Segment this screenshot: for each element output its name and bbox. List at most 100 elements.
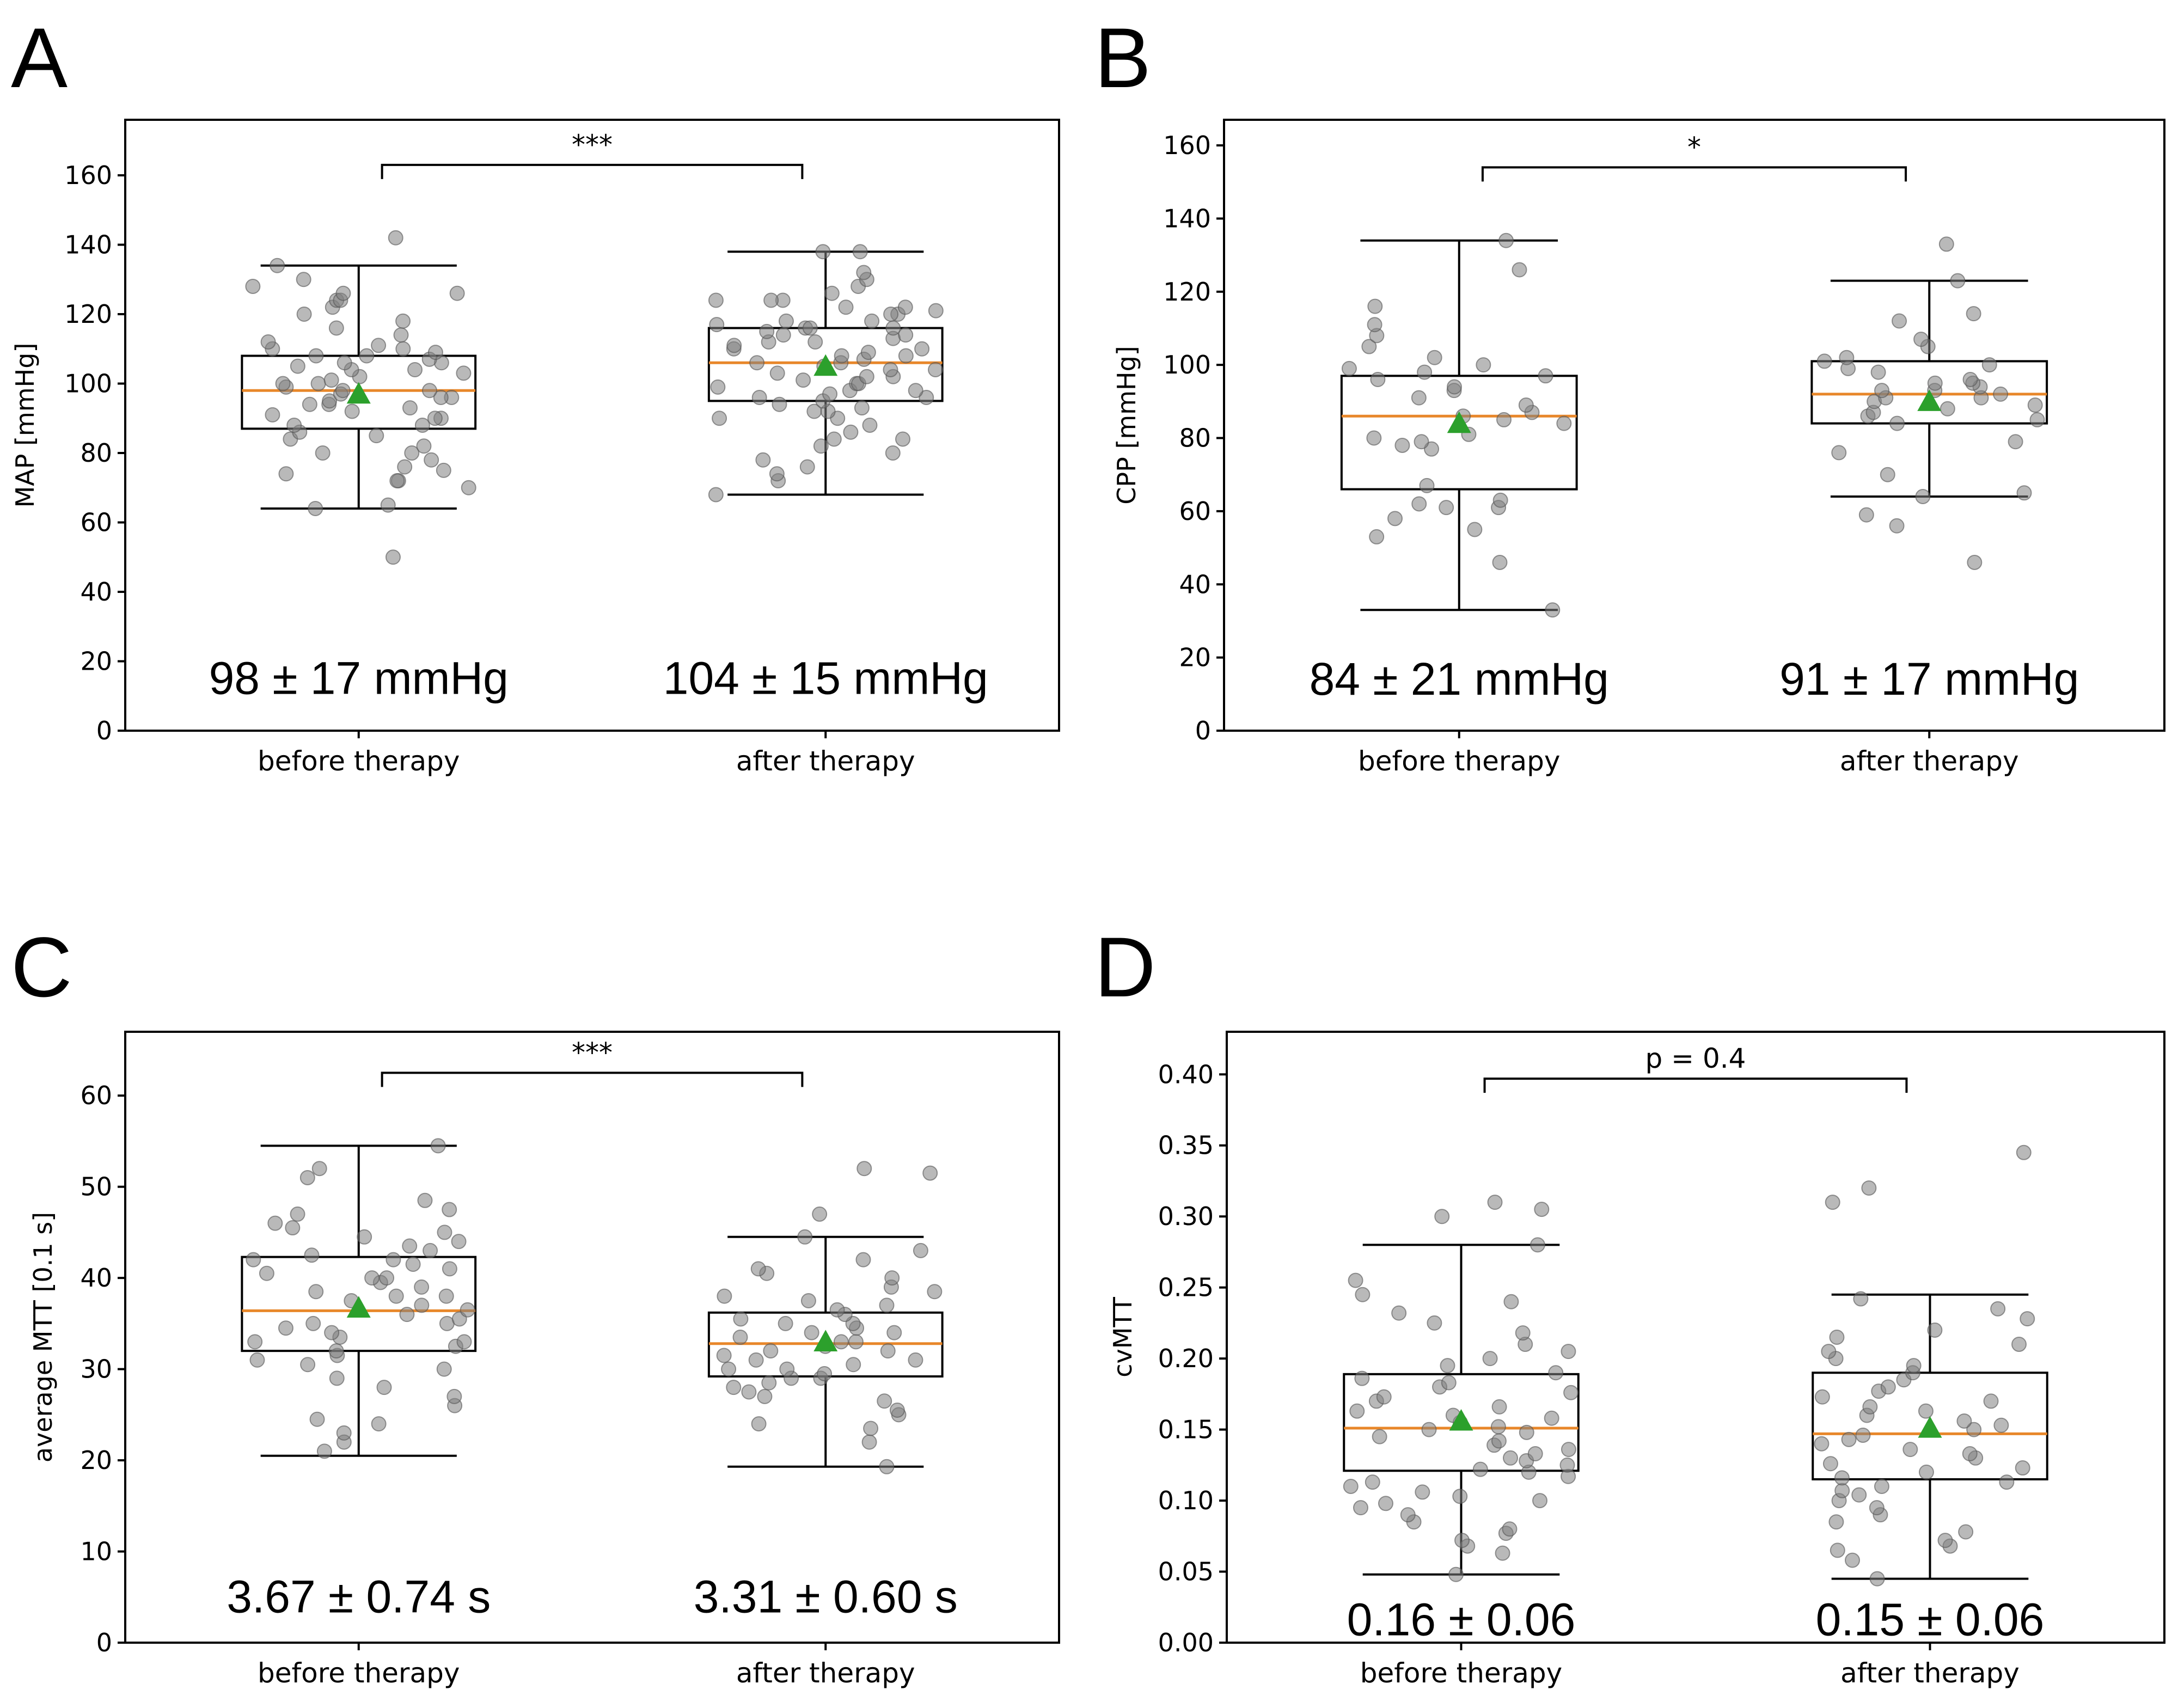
mean-marker [346,1296,371,1318]
data-point [898,348,914,364]
data-point [421,383,437,399]
y-tick-label: 0.40 [1158,1060,1214,1089]
y-tick-label: 0 [96,716,112,745]
y-tick-label: 140 [1163,204,1211,233]
data-point [908,1352,923,1368]
data-point [278,466,294,482]
data-point [1372,1429,1387,1444]
data-point [315,445,331,461]
data-point [379,1270,395,1286]
panel-letter: C [11,920,72,1015]
y-tick-label: 100 [1163,350,1211,379]
data-point [247,1334,263,1350]
data-point [863,1421,879,1436]
mean-marker [1917,389,1942,411]
summary-label: 98 ± 17 mmHg [209,652,509,703]
data-point [328,1343,344,1359]
data-point [1482,1351,1498,1367]
data-point [1419,477,1435,493]
data-point [1870,364,1886,380]
data-point [883,362,898,377]
data-point [309,1411,325,1427]
data-point [335,383,351,399]
data-point [1821,1344,1837,1360]
data-point [402,1238,418,1254]
y-tick-label: 80 [80,438,112,468]
data-point [885,320,901,336]
data-point [721,1361,737,1377]
data-point [1492,492,1508,508]
data-point [249,1352,265,1368]
data-point [2011,1337,2027,1352]
data-point [1411,390,1427,406]
panel-letter: B [1094,11,1151,106]
data-point [799,459,815,475]
data-point [1349,1403,1365,1419]
x-tick-label: before therapy [258,745,460,777]
summary-label: 3.67 ± 0.74 s [227,1571,491,1622]
data-point [800,1293,816,1309]
data-point [324,1325,340,1340]
data-point [815,244,831,260]
data-point [407,362,423,377]
data-point [308,501,323,516]
data-point [1378,1496,1393,1511]
data-point [852,244,868,260]
data-point [1950,273,1966,289]
data-point [1829,1330,1845,1345]
data-point [290,1206,305,1222]
x-tick-label: after therapy [1840,1657,2020,1689]
data-point [1376,1389,1392,1405]
data-point [1830,1542,1845,1558]
data-point [300,1357,316,1373]
axes-frame [124,119,1060,732]
data-point [337,355,352,371]
data-point [430,1138,446,1154]
data-point [856,265,872,280]
data-point [1561,1442,1576,1458]
y-tick-label: 0.35 [1158,1131,1214,1160]
data-point [296,307,312,322]
data-point [449,285,465,301]
data-point [1940,401,1955,417]
y-tick-label: 0.00 [1158,1628,1214,1657]
data-point [286,418,302,433]
data-point [461,480,476,495]
significance-label: *** [572,1037,613,1068]
panel-C: C average MTT [0.1 s] before therapy aft… [11,920,1060,1689]
data-point [1387,511,1403,527]
data-point [859,369,874,384]
data-point [751,390,767,405]
data-point [302,396,317,412]
data-point [1958,1524,1974,1540]
y-tick-label: 0.20 [1158,1344,1214,1373]
data-point [846,1357,861,1373]
data-point [245,279,261,294]
data-point [1983,1393,1999,1409]
data-point [1816,353,1832,369]
data-point [275,376,291,391]
data-point [335,285,351,301]
data-point [922,1165,938,1181]
data-point [427,345,443,360]
data-point [299,1170,315,1185]
data-point [446,1388,462,1404]
panel-letter: D [1094,920,1156,1015]
data-point [778,313,794,329]
data-point [2029,412,2045,427]
data-point [2016,1144,2032,1160]
data-point [883,307,899,322]
panel-A: A MAP [mmHg] before therapy after therap… [10,11,1060,777]
data-point [386,1252,401,1268]
data-point [1828,1514,1844,1530]
data-point [414,418,430,433]
data-point [436,1361,452,1377]
y-tick-label: 10 [80,1537,112,1566]
y-tick-label: 30 [80,1355,112,1384]
data-point [824,285,840,301]
data-point [1966,306,1981,322]
data-point [1421,1422,1437,1437]
data-point [371,1416,387,1432]
data-point [1902,1442,1918,1458]
data-point [1938,236,1954,252]
